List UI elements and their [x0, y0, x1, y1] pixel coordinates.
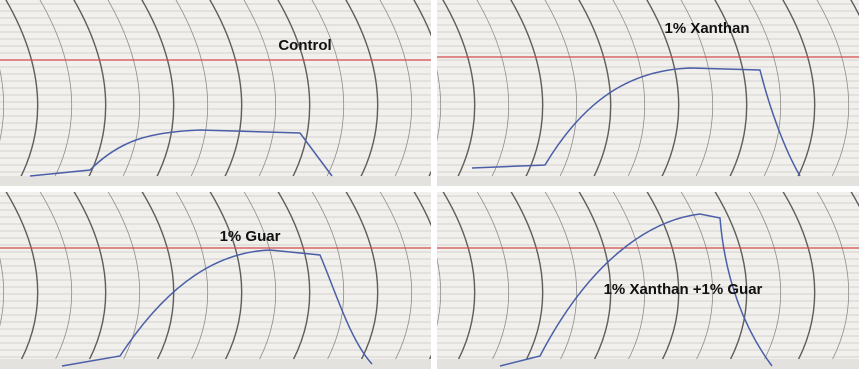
panels: Control 1% Xanthan 1% Guar 1% Xanthan +1% G…	[0, 0, 859, 369]
time-strip	[0, 359, 431, 369]
panel-label: 1% Xanthan	[664, 20, 749, 37]
figure: Control 1% Xanthan 1% Guar 1% Xanthan +1% G…	[0, 0, 859, 369]
chart-photo: 1% Xanthan	[369, 0, 859, 196]
chart-photo: 1% Xanthan +1% Guar	[369, 182, 859, 369]
time-strip	[437, 176, 859, 186]
panel-label: Control	[278, 37, 331, 54]
panel-label: 1% Guar	[220, 228, 281, 245]
paper	[0, 192, 431, 369]
time-strip	[0, 176, 431, 186]
time-strip	[437, 359, 859, 369]
panel-label: 1% Xanthan +1% Guar	[604, 281, 763, 298]
